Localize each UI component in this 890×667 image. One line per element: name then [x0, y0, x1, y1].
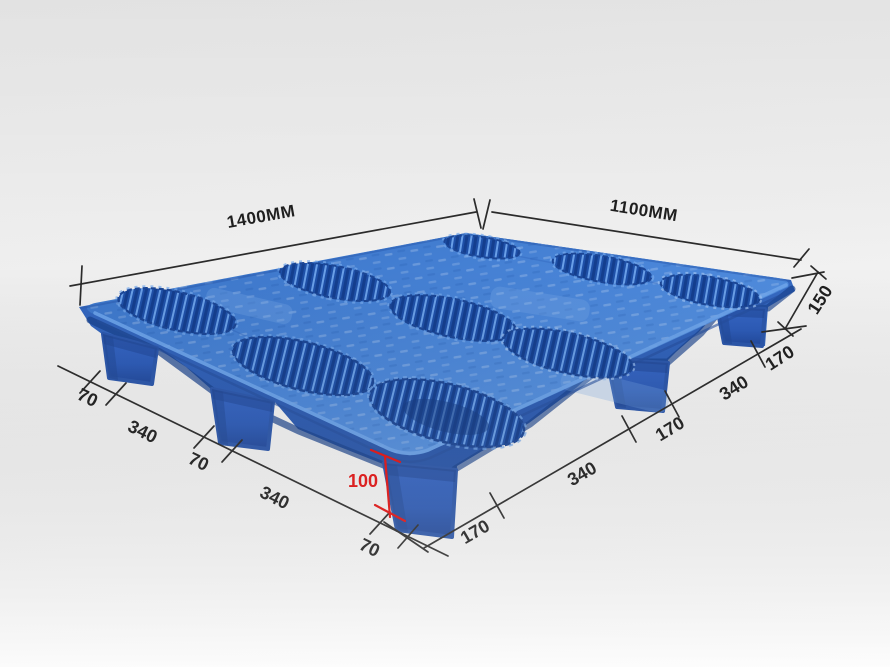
dim-label-front-seg-1: 170: [457, 516, 493, 548]
dim-label-side-seg-5: 70: [356, 534, 383, 561]
dim-label-leg-height-100: 100: [348, 471, 378, 491]
dim-label-width: 1100MM: [609, 196, 679, 225]
dim-label-front-seg-3: 170: [652, 413, 688, 446]
dim-label-side-seg-2: 340: [125, 416, 161, 447]
dim-label-front-seg-5: 170: [762, 341, 798, 374]
dim-label-front-seg-2: 340: [564, 458, 600, 490]
dim-label-side-seg-4: 340: [257, 482, 293, 513]
pallet-illustration: [79, 232, 796, 539]
dim-label-front-seg-4: 340: [716, 371, 752, 404]
dim-label-side-seg-1: 70: [74, 384, 101, 411]
dim-label-length: 1400MM: [225, 201, 296, 232]
dim-label-side-seg-3: 70: [185, 448, 212, 475]
